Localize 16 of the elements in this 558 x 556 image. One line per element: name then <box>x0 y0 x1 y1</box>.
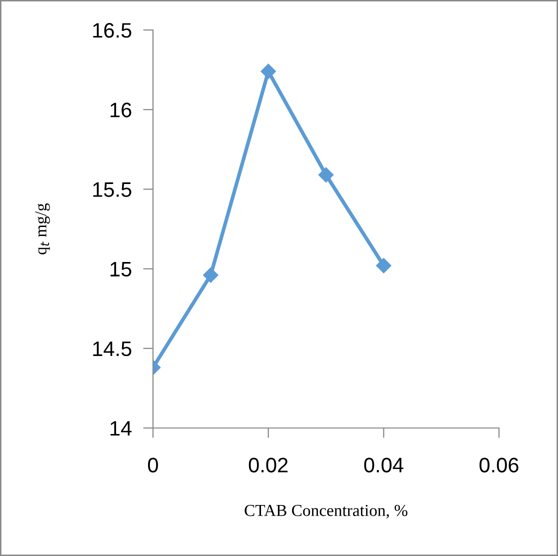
x-axis-title: CTAB Concentration, % <box>244 504 408 518</box>
x-tick-label: 0.04 <box>364 458 404 472</box>
point <box>260 64 276 79</box>
point <box>203 268 218 283</box>
y-tick-label: 15.5 <box>93 182 132 197</box>
y-tick-label: 16.5 <box>93 23 132 38</box>
y-tick-label: 15 <box>110 262 132 277</box>
point <box>318 167 334 182</box>
y-tick-label: 14.5 <box>93 342 132 356</box>
y-tick-label: 14 <box>110 421 132 436</box>
x-tick-label: 0.02 <box>248 458 288 472</box>
x-tick-label: 0.06 <box>480 458 518 472</box>
x-tick-label: 0 <box>148 458 158 472</box>
y-axis-title: q$_{t}$ mg/g <box>35 203 50 254</box>
y-tick-label: 16 <box>110 102 132 118</box>
point <box>376 258 392 274</box>
